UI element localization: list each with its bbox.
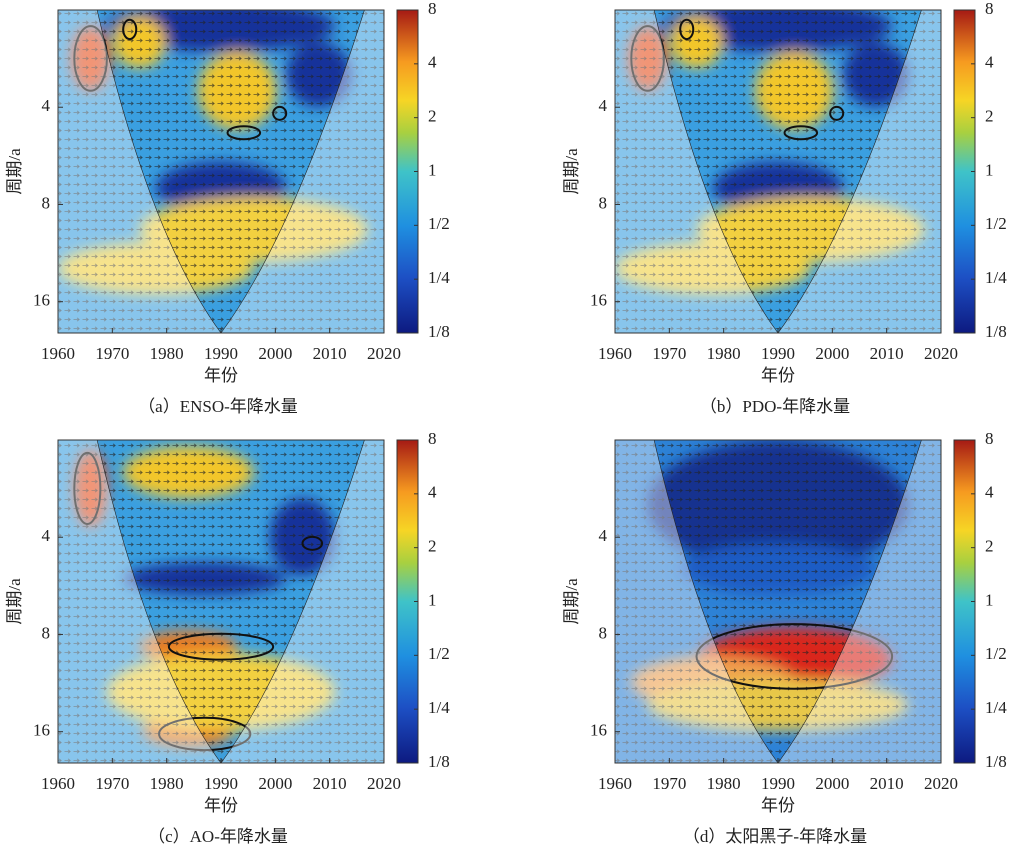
- y-tick-label: 4: [42, 96, 51, 115]
- colorbar-tick-label: 2: [428, 537, 437, 556]
- x-tick-label: 1970: [95, 344, 129, 363]
- x-tick-label: 2000: [258, 344, 292, 363]
- x-tick-label: 1990: [761, 774, 795, 793]
- x-tick-label: 1980: [150, 774, 184, 793]
- colorbar-tick-label: 2: [985, 107, 994, 126]
- x-tick-label: 2020: [924, 774, 958, 793]
- heatmap: [615, 440, 941, 763]
- colorbar-tick-label: 4: [985, 53, 994, 72]
- x-axis-label: 年份: [761, 796, 795, 815]
- panel: 1960 1970 1980 1990 2000 2010 2020 4 8 16 年份 周期/a （d…: [562, 429, 1007, 846]
- colorbar-tick-label: 2: [985, 537, 994, 556]
- colorbar-tick-label: 8: [428, 429, 437, 448]
- x-tick-label: 1960: [598, 774, 632, 793]
- colorbar-tick-label: 1: [428, 160, 437, 179]
- colorbar-tick-label: 1/8: [428, 752, 450, 771]
- y-tick-label: 16: [590, 721, 607, 740]
- x-tick-label: 1970: [652, 774, 686, 793]
- colorbar-tick-label: 1/4: [985, 698, 1007, 717]
- colorbar-tick-label: 1/8: [985, 322, 1007, 341]
- y-axis-label: 周期/a: [562, 148, 581, 195]
- x-tick-label: 1990: [761, 344, 795, 363]
- colorbar-tick-label: 8: [985, 0, 994, 18]
- panel: 1960 1970 1980 1990 2000 2010 2020 4 8 16 年份 周期/a （b…: [562, 0, 1007, 416]
- y-axis-label: 周期/a: [5, 148, 24, 195]
- y-tick-label: 16: [33, 291, 50, 310]
- panel-title: （c）AO-年降水量: [148, 827, 288, 846]
- y-tick-label: 4: [42, 526, 51, 545]
- heatmap: [58, 0, 384, 333]
- x-tick-label: 2000: [815, 774, 849, 793]
- x-tick-label: 1980: [707, 344, 741, 363]
- y-tick-label: 4: [599, 96, 608, 115]
- x-tick-label: 2010: [313, 344, 347, 363]
- colorbar-tick-label: 8: [985, 429, 994, 448]
- colorbar-tick-label: 1/2: [985, 214, 1007, 233]
- panel: 1960 1970 1980 1990 2000 2010 2020 4 8 16 年份 周期/a （a…: [5, 0, 450, 416]
- y-tick-label: 8: [599, 623, 608, 642]
- colorbar-tick-label: 2: [428, 107, 437, 126]
- x-tick-label: 2000: [815, 344, 849, 363]
- colorbar-tick-label: 1/8: [428, 322, 450, 341]
- colorbar-tick-label: 8: [428, 0, 437, 18]
- x-tick-label: 2020: [924, 344, 958, 363]
- y-tick-label: 8: [599, 193, 608, 212]
- x-tick-label: 1970: [95, 774, 129, 793]
- x-tick-label: 1990: [204, 774, 238, 793]
- y-tick-label: 16: [33, 721, 50, 740]
- colorbar-tick-label: 1: [985, 160, 994, 179]
- y-tick-label: 8: [42, 623, 51, 642]
- panel: 1960 1970 1980 1990 2000 2010 2020 4 8 16 年份 周期/a （c…: [5, 429, 450, 846]
- heatmap: [615, 0, 941, 333]
- x-tick-label: 1960: [598, 344, 632, 363]
- x-tick-label: 1960: [41, 774, 75, 793]
- x-axis-label: 年份: [761, 366, 795, 385]
- x-axis-label: 年份: [204, 796, 238, 815]
- colorbar-tick-label: 4: [428, 483, 437, 502]
- y-axis-label: 周期/a: [562, 578, 581, 625]
- y-tick-label: 4: [599, 526, 608, 545]
- x-tick-label: 2010: [870, 344, 904, 363]
- x-tick-label: 2010: [870, 774, 904, 793]
- x-tick-label: 1980: [150, 344, 184, 363]
- figure: 19601970198019902000201020204816年份周期/a（a…: [0, 0, 1014, 848]
- y-tick-label: 8: [42, 193, 51, 212]
- x-tick-label: 2020: [367, 344, 401, 363]
- colorbar-tick-label: 4: [985, 483, 994, 502]
- x-tick-label: 1970: [652, 344, 686, 363]
- heatmap: [58, 440, 384, 763]
- panel-title: （b）PDO-年降水量: [700, 397, 850, 416]
- x-tick-label: 1980: [707, 774, 741, 793]
- y-axis-label: 周期/a: [5, 578, 24, 625]
- x-tick-label: 2000: [258, 774, 292, 793]
- colorbar-tick-label: 1/4: [985, 268, 1007, 287]
- colorbar-tick-label: 4: [428, 53, 437, 72]
- colorbar-tick-label: 1: [985, 590, 994, 609]
- colorbar-tick-label: 1/2: [428, 644, 450, 663]
- colorbar-tick-label: 1/8: [985, 752, 1007, 771]
- colorbar-tick-label: 1/2: [428, 214, 450, 233]
- y-tick-label: 16: [590, 291, 607, 310]
- colorbar-tick-label: 1/2: [985, 644, 1007, 663]
- x-tick-label: 2020: [367, 774, 401, 793]
- colorbar-tick-label: 1/4: [428, 698, 450, 717]
- x-tick-label: 1990: [204, 344, 238, 363]
- x-tick-label: 1960: [41, 344, 75, 363]
- panel-title: （a）ENSO-年降水量: [138, 397, 298, 416]
- x-axis-label: 年份: [204, 366, 238, 385]
- x-tick-label: 2010: [313, 774, 347, 793]
- colorbar-tick-label: 1/4: [428, 268, 450, 287]
- panel-title: （d）太阳黑子-年降水量: [683, 827, 867, 846]
- colorbar-tick-label: 1: [428, 590, 437, 609]
